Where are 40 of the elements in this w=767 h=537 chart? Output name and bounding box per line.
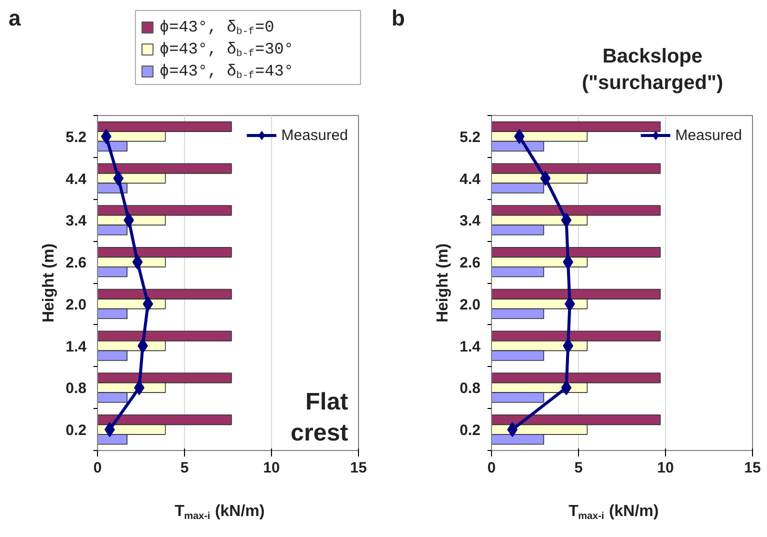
x-tick-label: 15 bbox=[744, 460, 761, 476]
x-tick-label: 5 bbox=[180, 460, 189, 476]
x-tick-label: 0 bbox=[93, 460, 102, 476]
y-tick-label: 1.4 bbox=[460, 338, 482, 356]
y-tick-label: 1.4 bbox=[66, 338, 88, 356]
point bbox=[142, 296, 154, 312]
annotation: Flat crest bbox=[290, 388, 348, 446]
point bbox=[540, 170, 551, 186]
y-tick-label: 3.4 bbox=[66, 212, 88, 230]
point bbox=[562, 254, 574, 270]
y-axis-title: Height (m) bbox=[40, 243, 58, 323]
legend-label: Measured bbox=[675, 126, 742, 144]
y-tick-label: 0.2 bbox=[460, 422, 481, 440]
point bbox=[507, 422, 518, 438]
x-tick-label: 10 bbox=[657, 460, 674, 476]
y-tick-label: 0.8 bbox=[460, 380, 481, 398]
legend-label: Measured bbox=[281, 126, 348, 144]
y-tick-label: 3.4 bbox=[460, 212, 482, 230]
x-tick-label: 15 bbox=[350, 460, 367, 476]
x-tick-label: 5 bbox=[574, 460, 583, 476]
y-tick-label: 2.0 bbox=[460, 296, 481, 314]
text: Backslope ("surcharged") bbox=[582, 46, 724, 94]
chart-title: b bbox=[392, 6, 405, 30]
point bbox=[132, 254, 143, 270]
x-tick-label: 10 bbox=[263, 460, 280, 476]
y-tick-label: 0.2 bbox=[66, 422, 87, 440]
point bbox=[514, 128, 525, 144]
x-tick-label: 0 bbox=[487, 460, 496, 476]
y-tick-label: 2.6 bbox=[66, 254, 87, 272]
point bbox=[562, 338, 574, 354]
y-tick-label: 5.2 bbox=[460, 128, 481, 146]
y-tick-label: 5.2 bbox=[66, 128, 87, 146]
y-tick-label: 4.4 bbox=[460, 170, 482, 188]
y-tick-label: 0.8 bbox=[66, 380, 87, 398]
y-tick-label: 2.6 bbox=[460, 254, 481, 272]
point bbox=[113, 170, 124, 186]
y-tick-label: 2.0 bbox=[66, 296, 87, 314]
y-tick-label: 4.4 bbox=[66, 170, 88, 188]
y-axis-title: Height (m) bbox=[434, 243, 452, 323]
chart-title: a bbox=[8, 6, 22, 30]
